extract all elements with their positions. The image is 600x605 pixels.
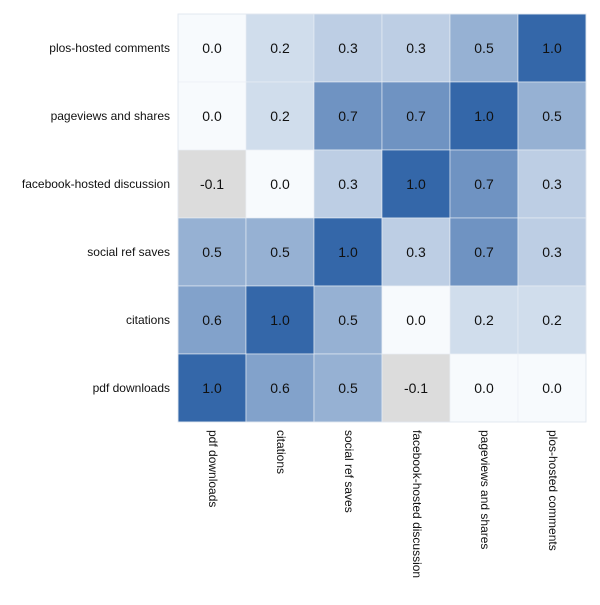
cell-value-label: 1.0	[542, 40, 562, 56]
cell-value-label: 0.2	[542, 312, 562, 328]
heatmap-cell	[449, 217, 519, 287]
cell-value-label: 0.3	[406, 40, 426, 56]
heatmap-border	[177, 13, 587, 423]
heatmap-cell	[517, 13, 587, 83]
cell-value-label: 0.0	[542, 380, 562, 396]
heatmap-cell	[177, 285, 247, 355]
column-tick-label: facebook-hosted discussion	[410, 430, 424, 578]
cell-value-label: 1.0	[202, 380, 222, 396]
heatmap-cell	[517, 149, 587, 219]
heatmap-cell	[245, 13, 315, 83]
row-tick-label: pdf downloads	[93, 381, 170, 395]
cell-value-label: -0.1	[404, 380, 428, 396]
cell-value-label: 1.0	[270, 312, 290, 328]
row-tick-label: citations	[126, 313, 170, 327]
heatmap-cell	[313, 149, 383, 219]
heatmap-cell	[245, 149, 315, 219]
heatmap-cell	[381, 149, 451, 219]
cell-value-label: 0.5	[202, 244, 222, 260]
cell-value-label: 0.2	[270, 108, 290, 124]
cell-value-label: 0.6	[202, 312, 222, 328]
heatmap-cell	[381, 81, 451, 151]
cell-value-label: 0.0	[406, 312, 426, 328]
cell-value-label: -0.1	[200, 176, 224, 192]
column-tick-label: pdf downloads	[206, 430, 220, 507]
cell-value-label: 0.5	[338, 380, 358, 396]
heatmap-cell	[313, 217, 383, 287]
heatmap-cell	[381, 13, 451, 83]
cell-value-label: 0.6	[270, 380, 290, 396]
heatmap-cell	[517, 81, 587, 151]
heatmap-cell	[177, 217, 247, 287]
row-tick-label: plos-hosted comments	[49, 41, 170, 55]
cell-value-label: 0.5	[270, 244, 290, 260]
heatmap-cell	[245, 217, 315, 287]
cell-value-label: 0.3	[338, 176, 358, 192]
heatmap-cell	[381, 285, 451, 355]
heatmap-cell	[449, 353, 519, 423]
cell-value-label: 0.3	[406, 244, 426, 260]
row-tick-label: facebook-hosted discussion	[22, 177, 170, 191]
heatmap-cell	[177, 149, 247, 219]
cell-value-label: 1.0	[474, 108, 494, 124]
heatmap-cell	[517, 353, 587, 423]
heatmap-cell	[449, 149, 519, 219]
heatmap-cell	[313, 285, 383, 355]
cell-value-label: 0.0	[474, 380, 494, 396]
cell-value-label: 0.5	[542, 108, 562, 124]
cell-value-label: 0.5	[338, 312, 358, 328]
cell-value-label: 0.3	[338, 40, 358, 56]
cell-value-label: 0.3	[542, 176, 562, 192]
row-tick-label: social ref saves	[87, 245, 170, 259]
column-tick-label: plos-hosted comments	[546, 430, 560, 551]
cell-value-label: 0.0	[270, 176, 290, 192]
heatmap-cell	[449, 285, 519, 355]
cell-value-label: 0.3	[542, 244, 562, 260]
cell-value-label: 0.7	[406, 108, 426, 124]
cell-value-label: 0.2	[474, 312, 494, 328]
cell-value-label: 0.5	[474, 40, 494, 56]
heatmap-cell	[177, 13, 247, 83]
cell-value-label: 0.0	[202, 108, 222, 124]
cell-value-label: 0.0	[202, 40, 222, 56]
row-tick-label: pageviews and shares	[51, 109, 170, 123]
heatmap-cell	[381, 217, 451, 287]
heatmap-cell	[177, 353, 247, 423]
cell-value-label: 0.7	[474, 244, 494, 260]
heatmap-cell	[449, 13, 519, 83]
column-tick-label: citations	[274, 430, 288, 474]
cell-value-label: 1.0	[338, 244, 358, 260]
cell-value-label: 0.2	[270, 40, 290, 56]
cell-value-label: 0.7	[474, 176, 494, 192]
column-tick-label: social ref saves	[342, 430, 356, 513]
cell-value-label: 0.7	[338, 108, 358, 124]
cell-value-label: 1.0	[406, 176, 426, 192]
heatmap-cell	[245, 81, 315, 151]
column-tick-label: pageviews and shares	[478, 430, 492, 549]
